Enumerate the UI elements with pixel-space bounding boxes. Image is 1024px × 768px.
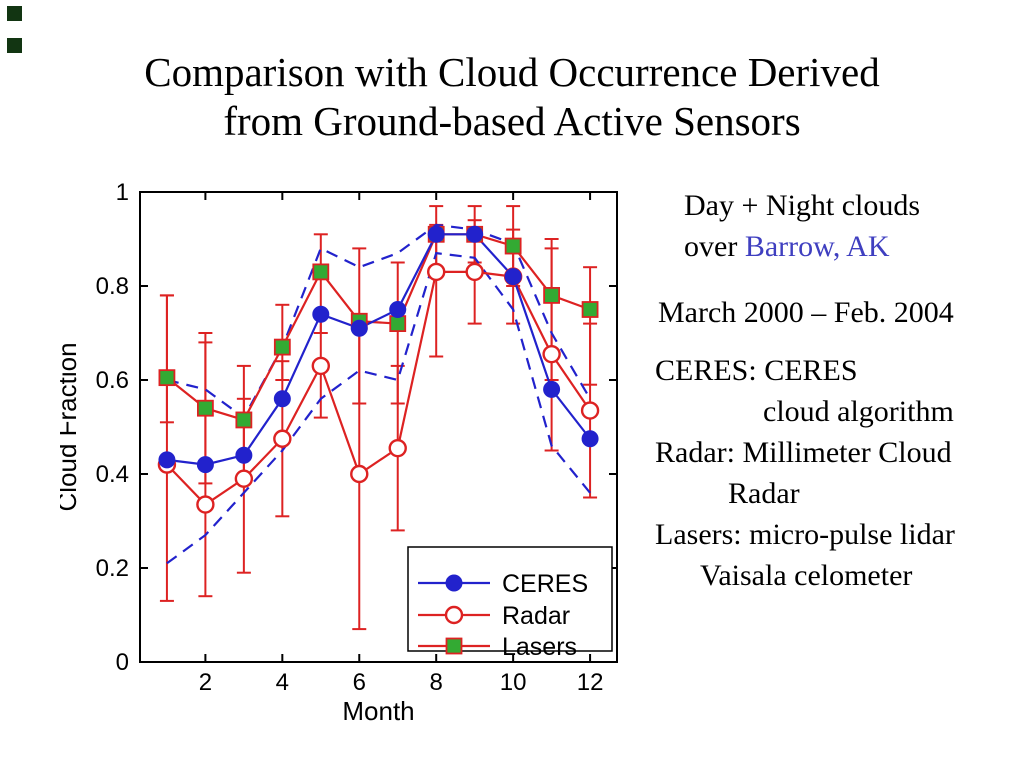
title-line-1: Comparison with Cloud Occurrence Derived [144, 49, 880, 95]
y-tick-label: 1 [116, 179, 129, 206]
title-line-2: from Ground-based Active Sensors [223, 98, 801, 144]
desc-line-ceres-2: cloud algorithm [763, 395, 954, 428]
desc-line-ceres: CERES: CERES [655, 354, 858, 387]
caption-over-text: over [684, 230, 745, 263]
cloud-fraction-chart: 2 4 6 8 10 12 0 0.2 0.4 0.6 0.8 1 Month Cloud Fractio… [52, 175, 640, 740]
x-tick-label: 10 [500, 669, 527, 696]
x-tick-label: 2 [199, 669, 212, 696]
y-tick-label: 0.8 [96, 273, 129, 300]
y-tick-label: 0 [116, 649, 129, 676]
axes-ticks: 2 4 6 8 10 12 0 0.2 0.4 0.6 0.8 1 [96, 179, 617, 696]
x-tick-label: 4 [276, 669, 289, 696]
y-tick-label: 0.4 [96, 461, 129, 488]
legend-label-lasers: Lasers [502, 633, 577, 661]
slide-title: Comparison with Cloud Occurrence Derived… [0, 48, 1024, 146]
markers-lasers [158, 225, 599, 429]
legend-label-radar: Radar [502, 602, 570, 630]
x-tick-label: 6 [353, 669, 366, 696]
corner-marker-top [7, 6, 22, 21]
x-tick-label: 8 [430, 669, 443, 696]
markers-ceres [158, 225, 599, 474]
desc-line-lasers: Lasers: micro-pulse lidar [655, 518, 955, 551]
line-ceres-upper-uncertainty [166, 223, 592, 420]
period-caption: March 2000 – Feb. 2004 [658, 296, 954, 329]
day-night-caption: Day + Night clouds over Barrow, AK [684, 185, 920, 267]
x-tick-label: 12 [577, 669, 604, 696]
chart-legend: CERES Radar Lasers [407, 546, 613, 661]
legend-box [407, 546, 613, 652]
x-axis-label: Month [342, 696, 414, 726]
legend-label-ceres: CERES [502, 570, 588, 598]
y-tick-label: 0.2 [96, 555, 129, 582]
y-axis-label: Cloud Fraction [60, 342, 82, 511]
chart-svg: 2 4 6 8 10 12 0 0.2 0.4 0.6 0.8 1 Month Cloud Fractio… [52, 179, 618, 726]
corner-marker-bottom [7, 38, 22, 53]
desc-line-radar-2: Radar [728, 477, 800, 510]
desc-line-radar: Radar: Millimeter Cloud [655, 436, 952, 469]
y-tick-label: 0.6 [96, 367, 129, 394]
sensor-descriptions: CERES: CERES cloud algorithm Radar: Mill… [655, 350, 955, 596]
desc-line-lasers-2: Vaisala celometer [700, 559, 913, 592]
caption-line-1: Day + Night clouds [684, 189, 921, 222]
location-text: Barrow, AK [744, 230, 890, 263]
caption-line-2: over Barrow, AK [684, 226, 920, 267]
